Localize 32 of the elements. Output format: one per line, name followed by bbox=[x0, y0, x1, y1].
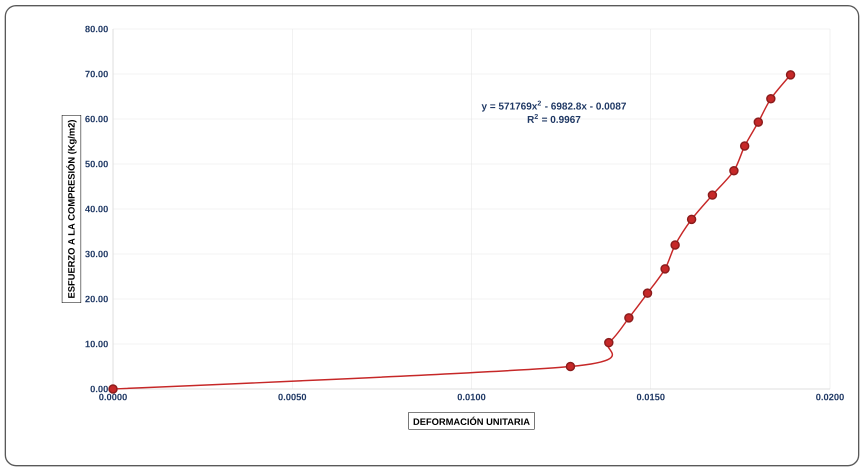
y-tick-label: 50.00 bbox=[85, 160, 108, 168]
point bbox=[786, 70, 796, 80]
y-tick-label: 60.00 bbox=[85, 116, 108, 122]
y-tick-label: 40.00 bbox=[85, 206, 108, 212]
point bbox=[108, 384, 118, 394]
x-tick-label: 0.0000 bbox=[99, 394, 127, 400]
point bbox=[604, 338, 614, 348]
y-tick-label: 80.00 bbox=[85, 26, 108, 32]
y-tick-label: 20.00 bbox=[85, 296, 108, 302]
y-axis-title: ESFUERZO A LA COMPRESIÓN (Kg/m2) bbox=[66, 120, 77, 298]
y-tick-label: 70.00 bbox=[85, 70, 108, 78]
x-tick-label: 0.0150 bbox=[636, 394, 665, 400]
y-tick-label: 0.00 bbox=[90, 386, 108, 392]
point bbox=[566, 362, 576, 372]
x-tick-label: 0.0100 bbox=[458, 394, 486, 400]
annotation: y = 571769x$^{2}$ - 6982.8x - 0.0087 bbox=[482, 100, 626, 112]
y-tick-label: 10.00 bbox=[86, 340, 108, 348]
x-axis-title: DEFORMACIÓN UNITARIA bbox=[414, 416, 530, 426]
x-tick-label: 0.0200 bbox=[816, 394, 844, 400]
point bbox=[708, 190, 718, 200]
point bbox=[670, 240, 680, 250]
point bbox=[729, 166, 739, 176]
point bbox=[642, 288, 652, 298]
point bbox=[624, 313, 634, 323]
point bbox=[766, 94, 776, 104]
point bbox=[660, 264, 670, 274]
annotation: R$^{2}$ = 0.9967 bbox=[528, 114, 580, 123]
point bbox=[754, 117, 764, 127]
y-tick-label: 30.00 bbox=[85, 250, 108, 258]
x-tick-label: 0.0050 bbox=[278, 394, 306, 400]
point bbox=[740, 141, 750, 151]
point bbox=[686, 214, 696, 224]
